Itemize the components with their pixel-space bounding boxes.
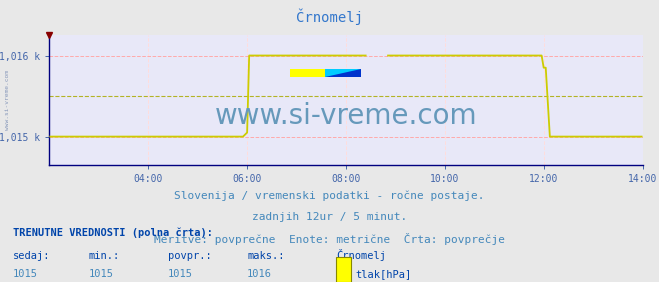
Text: 1015: 1015 (89, 269, 114, 279)
Text: zadnjih 12ur / 5 minut.: zadnjih 12ur / 5 minut. (252, 212, 407, 221)
Text: Meritve: povprečne  Enote: metrične  Črta: povprečje: Meritve: povprečne Enote: metrične Črta:… (154, 233, 505, 245)
Text: Slovenija / vremenski podatki - ročne postaje.: Slovenija / vremenski podatki - ročne po… (174, 190, 485, 201)
Text: povpr.:: povpr.: (168, 251, 212, 261)
Text: www.si-vreme.com: www.si-vreme.com (5, 70, 11, 130)
Text: 1015: 1015 (168, 269, 193, 279)
Text: TRENUTNE VREDNOSTI (polna črta):: TRENUTNE VREDNOSTI (polna črta): (13, 228, 213, 238)
Text: Črnomelj: Črnomelj (296, 8, 363, 25)
Text: sedaj:: sedaj: (13, 251, 51, 261)
Text: min.:: min.: (89, 251, 120, 261)
Polygon shape (326, 69, 361, 77)
Text: 1016: 1016 (247, 269, 272, 279)
Bar (290, 69, 326, 77)
Text: Črnomelj: Črnomelj (336, 249, 386, 261)
Text: maks.:: maks.: (247, 251, 285, 261)
Text: 1015: 1015 (13, 269, 38, 279)
Bar (326, 69, 361, 77)
Text: www.si-vreme.com: www.si-vreme.com (215, 102, 477, 130)
Text: tlak[hPa]: tlak[hPa] (356, 269, 412, 279)
